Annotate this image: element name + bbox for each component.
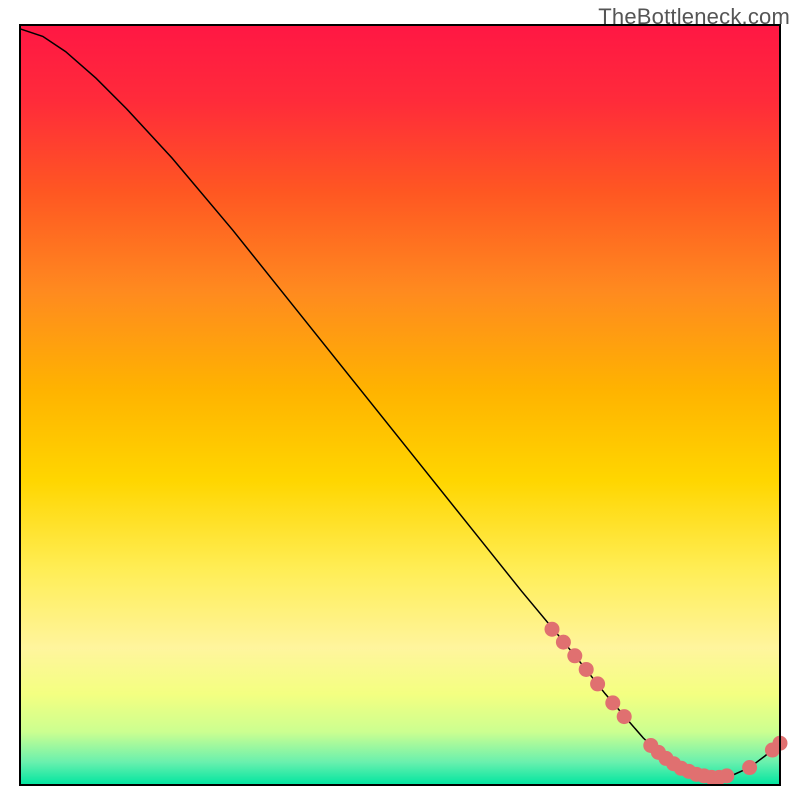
data-marker (567, 648, 582, 663)
chart-container: TheBottleneck.com (0, 0, 800, 800)
data-marker (742, 760, 757, 775)
bottleneck-chart (0, 0, 800, 800)
data-marker (579, 662, 594, 677)
data-marker (556, 635, 571, 650)
watermark-text: TheBottleneck.com (598, 4, 790, 30)
data-marker (617, 709, 632, 724)
data-marker (605, 695, 620, 710)
data-marker (719, 768, 734, 783)
plot-background (20, 25, 780, 785)
data-marker (545, 622, 560, 637)
data-marker (590, 676, 605, 691)
